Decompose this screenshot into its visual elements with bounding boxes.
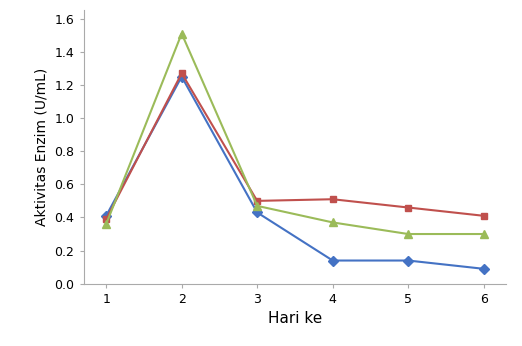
Isolat 3 bbox=[103, 222, 109, 226]
Isolat 2 bbox=[405, 206, 411, 210]
Isolat 3 bbox=[481, 232, 487, 236]
X-axis label: Hari ke: Hari ke bbox=[268, 311, 322, 326]
Isolat 1 bbox=[179, 75, 185, 79]
Isolat 2 bbox=[481, 214, 487, 218]
Y-axis label: Aktivitas Enzim (U/mL): Aktivitas Enzim (U/mL) bbox=[35, 68, 49, 226]
Isolat 1 bbox=[405, 258, 411, 263]
Isolat 3 bbox=[329, 220, 336, 225]
Isolat 1 bbox=[254, 210, 260, 215]
Isolat 2 bbox=[329, 197, 336, 201]
Isolat 1 bbox=[329, 258, 336, 263]
Isolat 2 bbox=[103, 217, 109, 221]
Line: Isolat 2: Isolat 2 bbox=[103, 70, 487, 222]
Isolat 2 bbox=[179, 71, 185, 75]
Isolat 3 bbox=[405, 232, 411, 236]
Isolat 3 bbox=[254, 204, 260, 208]
Isolat 1 bbox=[481, 267, 487, 271]
Isolat 1 bbox=[103, 214, 109, 218]
Line: Isolat 3: Isolat 3 bbox=[102, 29, 488, 238]
Line: Isolat 1: Isolat 1 bbox=[103, 73, 487, 272]
Isolat 3 bbox=[179, 31, 185, 36]
Isolat 2 bbox=[254, 199, 260, 203]
